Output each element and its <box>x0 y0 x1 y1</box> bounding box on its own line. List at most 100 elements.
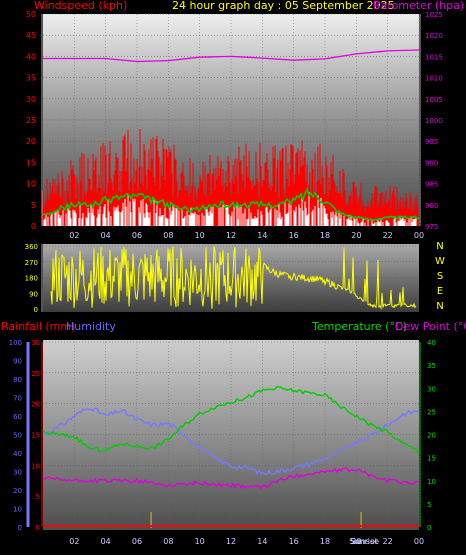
direction-line <box>50 246 417 310</box>
dewpoint-line <box>42 467 420 490</box>
windspeed-tick-label: 0 <box>31 222 36 231</box>
x-tick-label: 20 <box>351 231 361 240</box>
humidity-tick-label: 100 <box>9 339 22 347</box>
direction-panel-bg <box>43 244 419 312</box>
windspeed-tick-label: 5 <box>31 201 36 210</box>
temperature-tick-label: 25 <box>427 408 436 416</box>
temperature-tick-label: 15 <box>427 455 436 463</box>
x-tick-label: 14 <box>257 231 267 240</box>
humidity-tick-label: 50 <box>13 432 22 440</box>
x-tick-label: 18 <box>320 537 330 546</box>
temperature-humidity-series <box>42 385 420 527</box>
sunset-label: Sunset <box>350 537 377 546</box>
x-tick-label: 22 <box>383 231 393 240</box>
barometer-series <box>43 49 420 63</box>
rainfall-tick-label: 5 <box>36 493 40 501</box>
barometer-tick-label: 1000 <box>425 117 443 125</box>
windspeed-tick-label: 25 <box>26 116 36 125</box>
windspeed-tick-label: 50 <box>26 10 36 19</box>
humidity-axis: 0 10 20 30 40 50 60 70 80 90 100 <box>9 339 30 532</box>
windspeed-axis: 0 5 10 15 20 25 30 35 40 45 50 <box>26 10 43 231</box>
x-tick-label: 18 <box>320 231 330 240</box>
windspeed-tick-label: 35 <box>26 74 36 83</box>
temperature-tick-label: 0 <box>427 524 431 532</box>
barometer-axis-title: Barometer (hpa) <box>373 0 465 12</box>
barometer-tick-label: 995 <box>425 138 438 146</box>
temperature-tick-label: 35 <box>427 362 436 370</box>
x-tick-label: 00 <box>414 537 424 546</box>
direction-tick-label: 270 <box>25 259 38 267</box>
humidity-tick-label: 30 <box>13 469 22 477</box>
x-tick-label: 00 <box>414 231 424 240</box>
x-tick-label: 04 <box>101 537 111 546</box>
wind-panel-x-axis: 02 04 06 08 10 12 14 16 18 20 22 00 <box>69 231 424 240</box>
compass-label: N <box>436 241 443 252</box>
rainfall-tick-label: 15 <box>31 432 40 440</box>
x-tick-label: 06 <box>132 231 142 240</box>
rainfall-axis: 0 5 10 15 20 25 30 <box>31 339 43 532</box>
humidity-tick-label: 80 <box>13 376 22 384</box>
compass-label: N <box>436 301 443 312</box>
windspeed-tick-label: 15 <box>26 158 36 167</box>
x-tick-label: 08 <box>163 537 173 546</box>
humidity-tick-label: 20 <box>13 487 22 495</box>
barometer-tick-label: 1020 <box>425 32 443 40</box>
temperature-tick-label: 20 <box>427 432 436 440</box>
windspeed-tick-label: 30 <box>26 95 36 104</box>
sunrise-label: Sunrise <box>349 537 379 546</box>
windspeed-tick-label: 45 <box>26 31 36 40</box>
temperature-line <box>42 385 420 453</box>
humidity-tick-label: 90 <box>13 358 22 366</box>
temperature-tick-label: 40 <box>427 339 436 347</box>
x-tick-label: 02 <box>69 231 79 240</box>
graph-title: 24 hour graph day : 05 September 2025 <box>172 0 395 12</box>
rainfall-tick-label: 10 <box>31 462 40 470</box>
barometer-tick-label: 990 <box>425 159 438 167</box>
windspeed-tick-label: 10 <box>26 180 36 189</box>
compass-label: E <box>437 286 443 297</box>
rainfall-tick-label: 20 <box>31 401 40 409</box>
x-tick-label: 16 <box>289 231 299 240</box>
humidity-tick-label: 60 <box>13 413 22 421</box>
direction-tick-label: 90 <box>29 290 38 298</box>
x-tick-label: 10 <box>195 231 205 240</box>
barometer-tick-label: 1025 <box>425 11 443 19</box>
compass-label: S <box>437 271 443 282</box>
windspeed-tick-label: 20 <box>26 137 36 146</box>
windspeed-axis-title: Windspeed (kph) <box>34 0 128 12</box>
compass-label: W <box>435 256 445 267</box>
barometer-tick-label: 1010 <box>425 75 443 83</box>
x-tick-label: 14 <box>257 537 267 546</box>
temperature-panel-grid <box>43 341 420 528</box>
humidity-axis-title: Humidity <box>66 320 116 333</box>
wind-minimum-series <box>43 191 417 226</box>
temperature-axis: 0 5 10 15 20 25 30 35 40 <box>419 339 436 532</box>
x-tick-label: 04 <box>101 231 111 240</box>
direction-axis: 0 90 180 270 360 <box>25 243 43 314</box>
direction-tick-label: 360 <box>25 243 38 251</box>
barometer-axis: 975 980 985 990 995 1000 1005 1010 1015 1020 1025 <box>419 11 443 231</box>
humidity-tick-label: 40 <box>13 450 22 458</box>
x-tick-label: 06 <box>132 537 142 546</box>
barometer-tick-label: 1015 <box>425 53 443 61</box>
dewpoint-axis-title: Dew Point (°C) <box>395 320 466 333</box>
x-tick-label: 22 <box>383 537 393 546</box>
direction-tick-label: 180 <box>25 275 38 283</box>
x-tick-label: 16 <box>289 537 299 546</box>
rainfall-tick-label: 30 <box>31 339 40 347</box>
x-tick-label: 12 <box>226 231 236 240</box>
rainfall-axis-title: Rainfall (mm) <box>1 320 76 333</box>
humidity-tick-label: 10 <box>13 506 22 514</box>
barometer-tick-label: 980 <box>425 202 438 210</box>
x-tick-label: 12 <box>226 537 236 546</box>
humidity-line <box>42 407 420 476</box>
humidity-tick-label: 0 <box>18 524 22 532</box>
rainfall-tick-label: 25 <box>31 370 40 378</box>
barometer-tick-label: 1005 <box>425 96 443 104</box>
wind-average-series <box>43 187 420 222</box>
barometer-line <box>43 49 420 63</box>
barometer-tick-label: 975 <box>425 223 438 231</box>
direction-series <box>50 246 417 310</box>
